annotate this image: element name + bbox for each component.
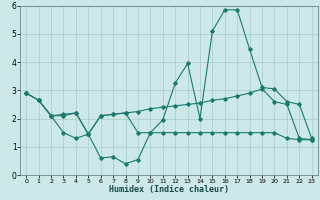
X-axis label: Humidex (Indice chaleur): Humidex (Indice chaleur) bbox=[109, 185, 229, 194]
